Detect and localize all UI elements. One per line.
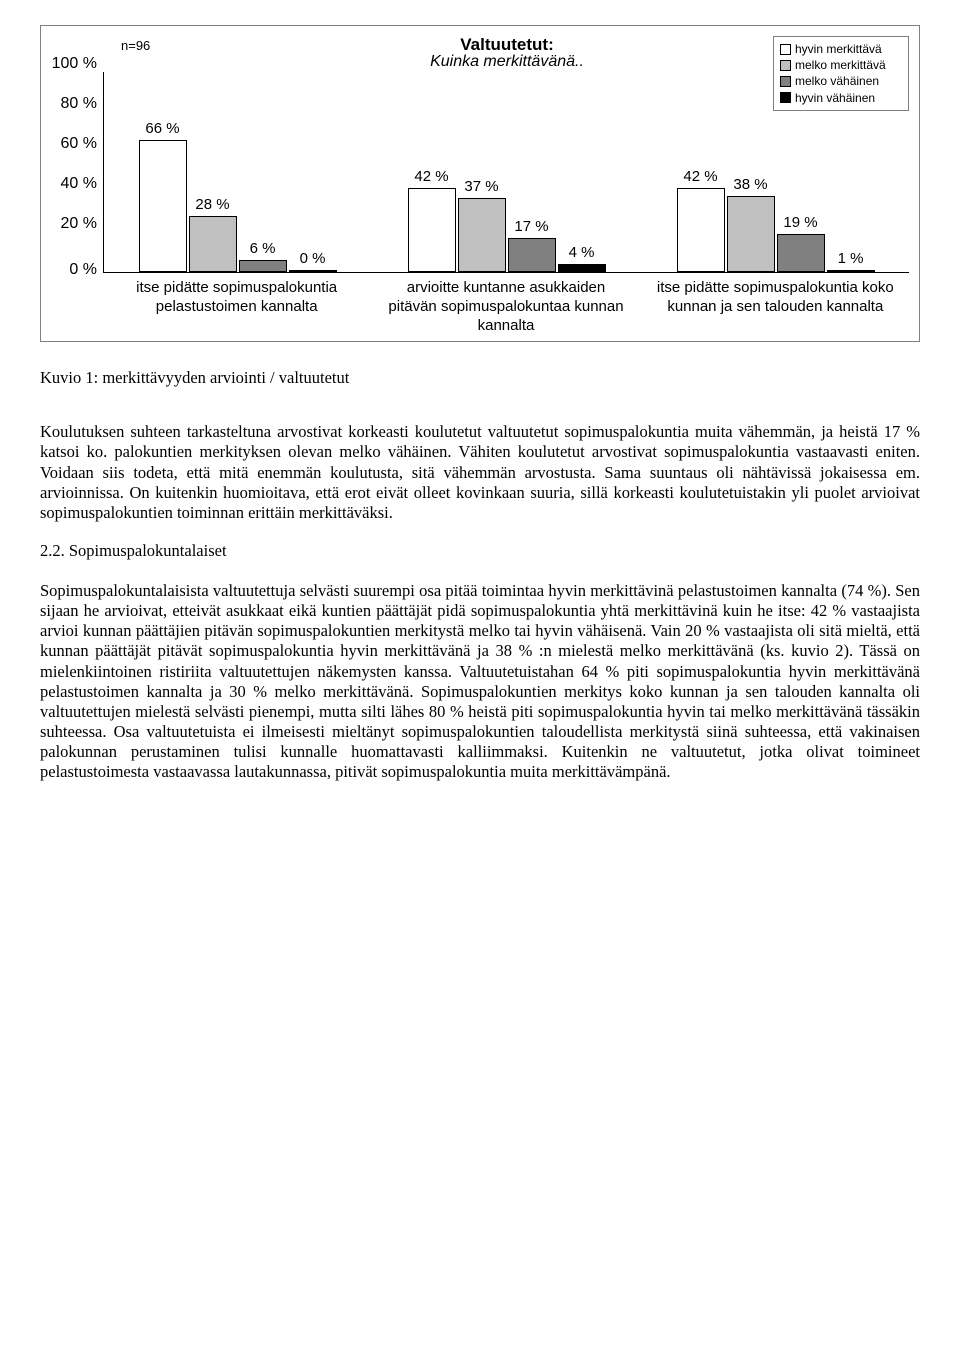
legend-label: melko merkittävä <box>795 57 886 73</box>
bar <box>508 238 556 272</box>
bar-value-label: 4 % <box>569 244 595 261</box>
bar-wrap: 4 % <box>558 244 606 272</box>
legend-swatch <box>780 44 791 55</box>
chart-title: Valtuutetut: <box>247 36 767 54</box>
bar-value-label: 42 % <box>683 168 717 185</box>
bar <box>458 198 506 272</box>
bar-value-label: 42 % <box>414 168 448 185</box>
bar <box>189 216 237 272</box>
bar-value-label: 19 % <box>783 214 817 231</box>
bar-wrap: 42 % <box>677 168 725 272</box>
bar-wrap: 37 % <box>458 178 506 272</box>
figure-caption: Kuvio 1: merkittävyyden arviointi / valt… <box>40 368 920 388</box>
bar-wrap: 6 % <box>239 240 287 272</box>
x-axis-label: itse pidätte sopimuspalokuntia koko kunn… <box>656 273 895 335</box>
bar-value-label: 0 % <box>300 250 326 267</box>
bar-value-label: 37 % <box>464 178 498 195</box>
paragraph-1: Koulutuksen suhteen tarkasteltuna arvost… <box>40 422 920 523</box>
bar <box>727 196 775 272</box>
body-text: Koulutuksen suhteen tarkasteltuna arvost… <box>40 422 920 782</box>
bar-value-label: 38 % <box>733 176 767 193</box>
legend-item: melko merkittävä <box>780 57 900 73</box>
bar-wrap: 0 % <box>289 250 337 272</box>
bar-wrap: 19 % <box>777 214 825 272</box>
bar-value-label: 66 % <box>145 120 179 137</box>
bar-wrap: 66 % <box>139 120 187 272</box>
bar <box>139 140 187 272</box>
chart-x-labels: itse pidätte sopimuspalokuntia pelastust… <box>103 273 909 335</box>
chart-header-row: n=96 Valtuutetut: Kuinka merkittävänä.. … <box>51 36 909 76</box>
bar-group: 66 % 28 % 6 % 0 % <box>118 120 357 272</box>
legend-label: hyvin merkittävä <box>795 41 882 57</box>
bar-wrap: 17 % <box>508 218 556 272</box>
bar <box>239 260 287 272</box>
bar <box>408 188 456 272</box>
chart-y-axis: 100 %80 %60 %40 %20 %0 % <box>51 72 103 272</box>
chart-container: n=96 Valtuutetut: Kuinka merkittävänä.. … <box>40 25 920 342</box>
bar-group: 42 % 37 % 17 % 4 % <box>387 168 626 272</box>
bar <box>777 234 825 272</box>
legend-item: hyvin merkittävä <box>780 41 900 57</box>
section-heading: 2.2. Sopimuspalokuntalaiset <box>40 541 920 561</box>
bar-wrap: 38 % <box>727 176 775 272</box>
bar-value-label: 1 % <box>838 250 864 267</box>
bar-group: 42 % 38 % 19 % 1 % <box>656 168 895 272</box>
chart-plot-row: 100 %80 %60 %40 %20 %0 % 66 % 28 % 6 % 0 % 4… <box>51 72 909 272</box>
x-axis-label: arvioitte kuntanne asukkaiden pitävän so… <box>386 273 625 335</box>
paragraph-2: Sopimuspalokuntalaisista valtuutettuja s… <box>40 581 920 782</box>
bar-value-label: 17 % <box>514 218 548 235</box>
bar-wrap: 28 % <box>189 196 237 272</box>
bar <box>677 188 725 272</box>
bar-wrap: 42 % <box>408 168 456 272</box>
chart-subtitle: Kuinka merkittävänä.. <box>247 54 767 71</box>
chart-title-wrap: Valtuutetut: Kuinka merkittävänä.. <box>247 36 767 71</box>
chart-plot-area: 66 % 28 % 6 % 0 % 42 % 37 % 17 % 4 % 42 % 38 % 19 … <box>103 72 909 272</box>
bar <box>558 264 606 272</box>
bar-value-label: 28 % <box>195 196 229 213</box>
bar-wrap: 1 % <box>827 250 875 272</box>
bar-value-label: 6 % <box>250 240 276 257</box>
legend-swatch <box>780 60 791 71</box>
x-axis-label: itse pidätte sopimuspalokuntia pelastust… <box>117 273 356 335</box>
